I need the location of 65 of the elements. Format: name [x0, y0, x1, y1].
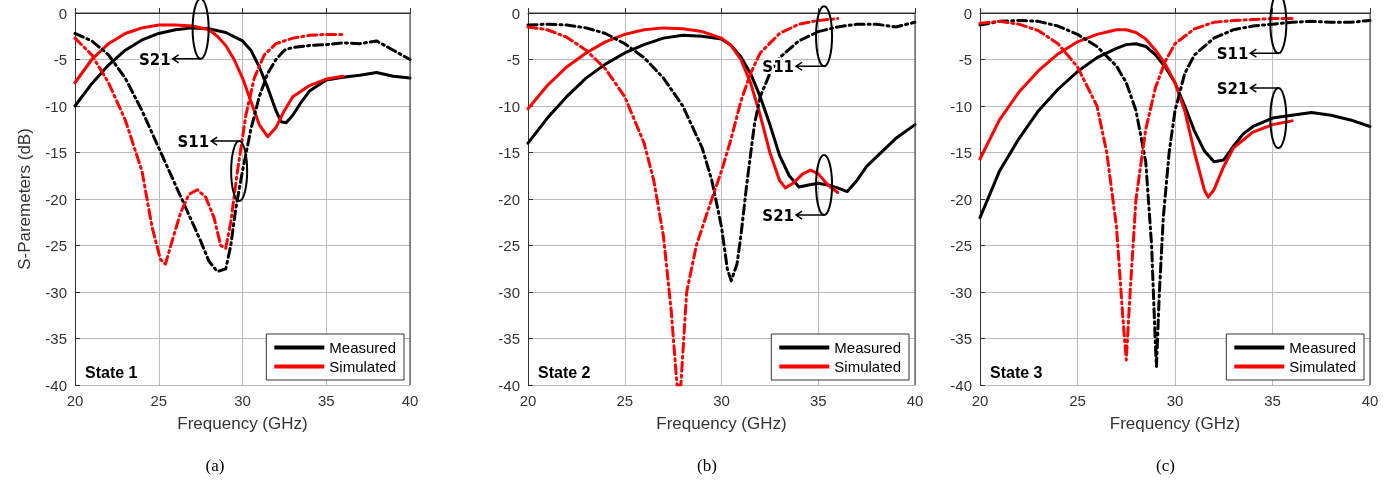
y-tick-label: -10 — [498, 97, 520, 115]
x-tick-label: 30 — [234, 392, 251, 409]
y-tick-label: -30 — [45, 283, 67, 301]
y-tick-label: -40 — [498, 376, 520, 394]
x-tick-label: 35 — [809, 392, 827, 409]
text: (b) — [697, 456, 717, 475]
y-tick-label: -10 — [950, 97, 972, 115]
x-tick-label: 25 — [616, 392, 634, 409]
y-tick-label: -20 — [45, 190, 67, 208]
y-tick-label: -5 — [53, 51, 67, 68]
y-tick-label: -15 — [950, 144, 972, 161]
y-tick-label: -15 — [498, 144, 520, 161]
y-tick-label: -25 — [45, 237, 67, 254]
y-tick-label: -5 — [958, 51, 972, 68]
annotation: State 3 — [990, 364, 1043, 381]
y-tick-label: -35 — [950, 330, 972, 347]
x-tick-label: 25 — [150, 392, 168, 409]
y-tick-label: -30 — [950, 283, 972, 301]
y-axis-title: S-Paremeters (dB) — [15, 128, 34, 270]
y-tick-label: -40 — [950, 376, 972, 394]
x-tick-label: 25 — [1069, 392, 1086, 409]
x-axis-title: Frequency (GHz) — [1109, 414, 1241, 433]
annotation: S21 — [762, 207, 795, 226]
y-tick-label: 0 — [511, 4, 520, 22]
annotation: State 2 — [538, 364, 591, 381]
y-tick-label: -5 — [506, 51, 520, 68]
y-tick-label: -25 — [950, 237, 972, 254]
y-tick-label: -20 — [950, 190, 972, 208]
annotation: S11 — [177, 133, 210, 152]
y-tick-label: -10 — [45, 97, 67, 115]
x-tick-label: 30 — [713, 392, 730, 409]
legend-label: Measured — [329, 339, 396, 356]
y-tick-label: 0 — [963, 4, 972, 22]
annotation: S21 — [138, 50, 171, 69]
x-tick-label: 20 — [971, 392, 989, 409]
legend-label: Simulated — [834, 358, 901, 375]
x-tick-label: 20 — [519, 392, 537, 409]
x-tick-label: 35 — [317, 392, 335, 409]
legend-label: Simulated — [329, 358, 396, 375]
line-series — [73, 31, 412, 274]
x-tick-label: 30 — [1166, 392, 1184, 409]
y-tick-label: 0 — [58, 4, 67, 22]
y-tick-label: -20 — [498, 190, 520, 208]
y-tick-label: -25 — [498, 237, 520, 254]
text: (a) — [205, 456, 225, 475]
line-series — [526, 20, 917, 283]
x-tick-label: 20 — [66, 392, 84, 409]
y-tick-label: -40 — [45, 376, 67, 394]
annotation: S21 — [1216, 80, 1249, 99]
y-tick-label: -15 — [45, 144, 67, 161]
legend-label: Simulated — [1289, 358, 1356, 375]
text: (c) — [1156, 456, 1175, 475]
y-tick-label: -35 — [45, 330, 67, 347]
y-tick-label: -35 — [498, 330, 520, 347]
x-axis-title: Frequency (GHz) — [177, 414, 308, 433]
legend-label: Measured — [1289, 339, 1356, 356]
annotation: S11 — [1216, 45, 1249, 64]
x-axis-title: Frequency (GHz) — [656, 414, 787, 433]
x-tick-label: 40 — [1361, 392, 1379, 409]
annotation: State 1 — [85, 364, 138, 381]
x-tick-label: 40 — [401, 392, 419, 409]
x-tick-label: 35 — [1264, 392, 1281, 409]
legend-label: Measured — [834, 339, 901, 356]
x-tick-label: 40 — [906, 392, 924, 409]
y-tick-label: -30 — [498, 283, 520, 301]
